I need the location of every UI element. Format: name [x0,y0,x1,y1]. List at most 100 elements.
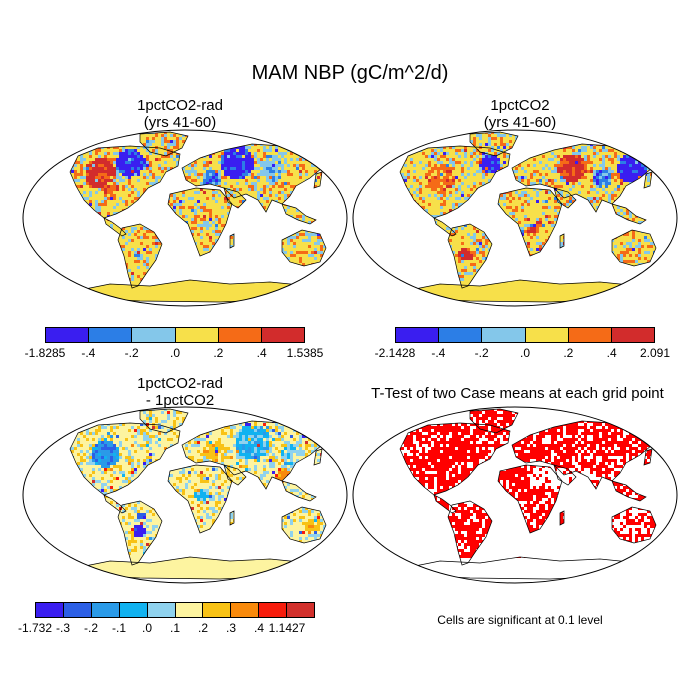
coastline-madagascar [229,510,235,526]
coastline-north-america [399,145,511,219]
coastline-south-america [447,223,493,289]
coastline-arabia [553,464,577,486]
colorbar-swatch [396,328,439,342]
coastline-madagascar [229,233,235,249]
coastline-new-zealand [329,263,337,281]
coastline-southeast-asia [281,203,317,225]
coastline-eurasia [181,143,325,213]
coastline-north-america [69,145,181,219]
coastline-greenland [139,131,189,157]
coastline-north-america [69,422,181,496]
colorbar-label: -.2 [475,346,489,360]
colorbar-label: .4 [254,621,264,635]
colorbar-label: -.4 [431,346,445,360]
colorbar-swatch [36,603,63,617]
panel-2-colorbar: -2.1428 -.4 -.2 .0 .2 .4 2.091 [375,327,670,360]
coastline-new-zealand [659,540,667,558]
coastline-central-america [433,494,457,514]
colorbar-label: .1 [170,621,180,635]
panel-3-colorbar: -1.732 -.3 -.2 -.1 .0 .1 .2 .3 .4 1.1427 [18,602,315,635]
coastline-south-america [447,500,493,566]
colorbar-label: -1.8285 [25,346,66,360]
coastline-madagascar [559,510,565,526]
map-border [22,406,348,584]
colorbar-bar [395,327,655,343]
colorbar-swatch [118,603,147,617]
coastline-greenland [469,131,519,157]
coastline-central-america [103,494,127,514]
coastline-arabia [223,187,247,209]
panel-2-title: 1pctCO2 (yrs 41-60) [400,97,640,131]
panel-3-map [22,406,348,584]
coastline-australia [281,506,327,544]
colorbar-label: .4 [257,346,267,360]
map-border [352,129,678,307]
colorbar-swatch [438,328,482,342]
panel-4-map [352,406,678,584]
colorbar-label: .0 [142,621,152,635]
panel-1-map [22,129,348,307]
coastline-new-zealand [329,540,337,558]
coastline-new-zealand [659,263,667,281]
colorbar-label: -2.1428 [375,346,416,360]
coastline-south-america [117,500,163,566]
colorbar-bar [35,602,315,618]
colorbar-label: .2 [563,346,573,360]
panel-2-map [352,129,678,307]
colorbar-label: 2.091 [640,346,670,360]
colorbar-label: 1.1427 [269,621,306,635]
coastline-eurasia [181,420,325,490]
colorbar-label: -.2 [84,621,98,635]
colorbar-label: .4 [607,346,617,360]
coastline-arabia [553,187,577,209]
main-title: MAM NBP (gC/m^2/d) [0,62,700,85]
colorbar-swatch [46,328,89,342]
panel-4-title: T-Test of two Case means at each grid po… [345,385,690,402]
colorbar-label: .3 [226,621,236,635]
coastline-japan [643,448,653,466]
colorbar-swatch [131,328,175,342]
colorbar-swatch [174,603,203,617]
coastline-africa [167,187,233,257]
coastline-madagascar [559,233,565,249]
colorbar-swatch [90,603,119,617]
colorbar-bar [45,327,305,343]
colorbar-swatch [202,603,231,617]
coastline-greenland [469,408,519,434]
coastline-north-america [399,422,511,496]
colorbar-label: -.4 [81,346,95,360]
colorbar-label: -.2 [125,346,139,360]
colorbar-swatch [524,328,568,342]
panel-1-colorbar: -1.8285 -.4 -.2 .0 .2 .4 1.5385 [25,327,323,360]
map-border [352,406,678,584]
colorbar-swatch [174,328,218,342]
colorbar-swatch [88,328,132,342]
coastline-japan [313,171,323,189]
colorbar-label: .0 [520,346,530,360]
colorbar-swatch [567,328,611,342]
colorbar-swatch [217,328,261,342]
panel-3-title: 1pctCO2-rad - 1pctCO2 [60,375,300,409]
significance-note: Cells are significant at 0.1 level [400,613,640,627]
coastline-africa [167,464,233,534]
coastline-eurasia [511,420,655,490]
colorbar-swatch [260,328,305,342]
coastline-southeast-asia [281,480,317,502]
colorbar-label: -.1 [112,621,126,635]
coastline-australia [611,229,657,267]
coastline-arabia [223,464,247,486]
coastline-australia [611,506,657,544]
colorbar-swatch [230,603,259,617]
colorbar-swatch [481,328,525,342]
colorbar-swatch [62,603,91,617]
coastline-australia [281,229,327,267]
coastline-japan [313,448,323,466]
coastline-africa [497,187,563,257]
coastline-africa [497,464,563,534]
coastline-central-america [433,217,457,237]
colorbar-swatch [610,328,655,342]
coastline-central-america [103,217,127,237]
colorbar-label: -.3 [56,621,70,635]
map-border [22,129,348,307]
colorbar-swatch [146,603,175,617]
